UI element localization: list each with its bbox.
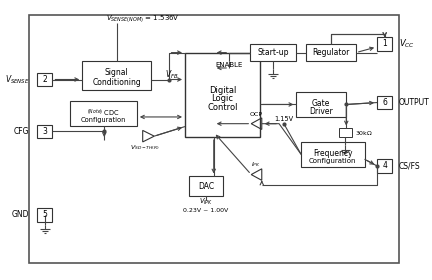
Text: 0.23V ~ 1.00V: 0.23V ~ 1.00V bbox=[184, 207, 229, 213]
Text: GND: GND bbox=[12, 210, 29, 220]
Bar bbox=[377, 159, 392, 173]
Bar bbox=[301, 142, 365, 167]
Text: 30k$\Omega$: 30k$\Omega$ bbox=[355, 129, 373, 137]
Text: $^{(Note)}$ CDC: $^{(Note)}$ CDC bbox=[87, 107, 120, 118]
Text: CFG: CFG bbox=[14, 127, 29, 136]
Text: 1.15V: 1.15V bbox=[274, 116, 293, 122]
Bar bbox=[37, 125, 52, 138]
Text: Control: Control bbox=[207, 103, 238, 112]
Text: Gate: Gate bbox=[312, 99, 330, 108]
Text: 2: 2 bbox=[42, 75, 47, 84]
Bar bbox=[189, 176, 223, 196]
Text: $V_{FB}$: $V_{FB}$ bbox=[165, 68, 178, 81]
Text: ENABLE: ENABLE bbox=[216, 62, 243, 68]
Text: $V_{IPK}$: $V_{IPK}$ bbox=[199, 196, 213, 207]
Text: Driver: Driver bbox=[309, 107, 333, 116]
Bar bbox=[37, 208, 52, 222]
Text: 4: 4 bbox=[382, 162, 387, 171]
Bar bbox=[250, 44, 296, 61]
Bar bbox=[70, 101, 137, 126]
Bar bbox=[185, 53, 260, 137]
Text: Configuration: Configuration bbox=[309, 158, 356, 164]
Bar bbox=[296, 92, 346, 117]
Text: Frequency: Frequency bbox=[313, 149, 353, 158]
Text: DAC: DAC bbox=[198, 182, 214, 191]
Text: $V_{SENSE}$: $V_{SENSE}$ bbox=[5, 73, 29, 86]
Text: 6: 6 bbox=[382, 98, 387, 107]
Bar bbox=[306, 44, 356, 61]
Text: Regulator: Regulator bbox=[312, 48, 349, 57]
Text: 5: 5 bbox=[42, 210, 47, 220]
Text: Signal: Signal bbox=[105, 68, 129, 77]
Text: Logic: Logic bbox=[211, 94, 233, 103]
Text: Digital: Digital bbox=[209, 86, 236, 95]
Bar bbox=[339, 129, 352, 137]
Text: 1: 1 bbox=[382, 39, 387, 48]
Text: $V_{SD-TH(R)}$: $V_{SD-TH(R)}$ bbox=[130, 144, 159, 152]
Text: $V_{SENSE(NOM)}$ = 1.536V: $V_{SENSE(NOM)}$ = 1.536V bbox=[106, 14, 180, 24]
Text: 3: 3 bbox=[42, 127, 47, 136]
Text: OUTPUT: OUTPUT bbox=[399, 98, 430, 107]
Text: Configuration: Configuration bbox=[81, 117, 126, 123]
Bar bbox=[377, 37, 392, 51]
Text: CS/FS: CS/FS bbox=[399, 162, 421, 171]
Bar bbox=[377, 96, 392, 109]
Bar bbox=[82, 61, 151, 90]
Text: Start-up: Start-up bbox=[257, 48, 289, 57]
Text: $V_{CC}$: $V_{CC}$ bbox=[399, 38, 415, 50]
Bar bbox=[37, 73, 52, 86]
Bar bbox=[29, 15, 399, 263]
Text: Conditioning: Conditioning bbox=[92, 78, 141, 87]
Text: $I_{PK}$: $I_{PK}$ bbox=[251, 160, 261, 169]
Text: OCP: OCP bbox=[250, 111, 263, 116]
